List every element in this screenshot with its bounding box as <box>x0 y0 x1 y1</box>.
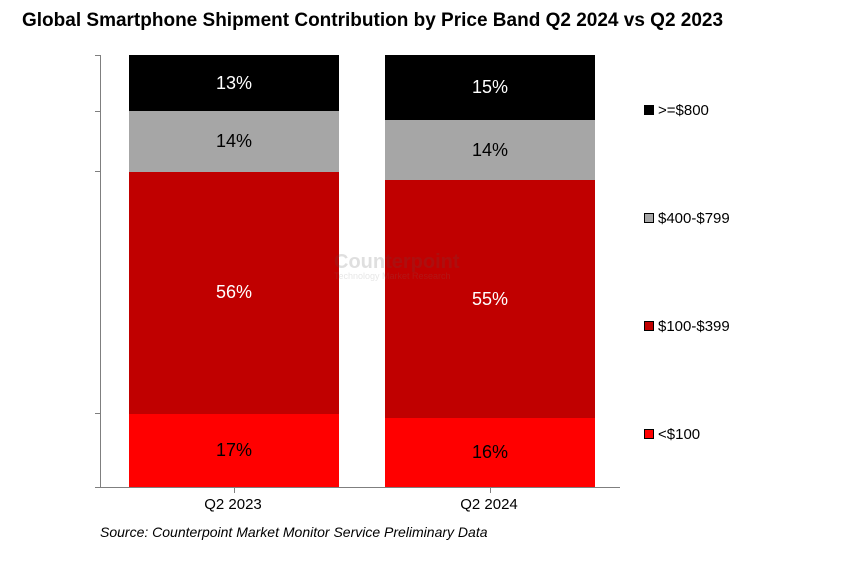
source-caption: Source: Counterpoint Market Monitor Serv… <box>100 524 488 540</box>
legend-swatch-icon <box>644 213 654 223</box>
x-axis-label-1: Q2 2024 <box>384 496 594 513</box>
legend-swatch-icon <box>644 321 654 331</box>
x-tick <box>234 487 235 493</box>
legend-label: $400-$799 <box>658 210 730 227</box>
bar-q2-2023: 17%56%14%13% <box>129 55 339 487</box>
legend-item: $100-$399 <box>644 318 824 335</box>
legend-label: <$100 <box>658 426 700 443</box>
y-tick <box>95 487 101 488</box>
x-axis-label-0: Q2 2023 <box>128 496 338 513</box>
bar-segment: 55% <box>385 180 595 418</box>
legend-item: <$100 <box>644 426 824 443</box>
bar-q2-2024: 16%55%14%15% <box>385 55 595 487</box>
y-tick <box>95 413 101 414</box>
bar-segment: 17% <box>129 414 339 487</box>
x-tick <box>490 487 491 493</box>
bar-segment: 56% <box>129 172 339 414</box>
y-tick <box>95 171 101 172</box>
legend-item: >=$800 <box>644 102 824 119</box>
legend-swatch-icon <box>644 429 654 439</box>
bar-segment: 16% <box>385 418 595 487</box>
y-tick <box>95 111 101 112</box>
bar-segment: 14% <box>129 111 339 171</box>
legend-swatch-icon <box>644 105 654 115</box>
y-tick <box>95 55 101 56</box>
bar-segment: 13% <box>129 55 339 111</box>
bar-segment: 14% <box>385 120 595 180</box>
chart-title: Global Smartphone Shipment Contribution … <box>22 10 723 32</box>
legend: >=$800 $400-$799 $100-$399 <$100 <box>644 56 824 488</box>
legend-item: $400-$799 <box>644 210 824 227</box>
legend-label: $100-$399 <box>658 318 730 335</box>
bar-segment: 15% <box>385 55 595 120</box>
plot-area: 17%56%14%13% 16%55%14%15% <box>100 56 620 488</box>
legend-label: >=$800 <box>658 102 709 119</box>
